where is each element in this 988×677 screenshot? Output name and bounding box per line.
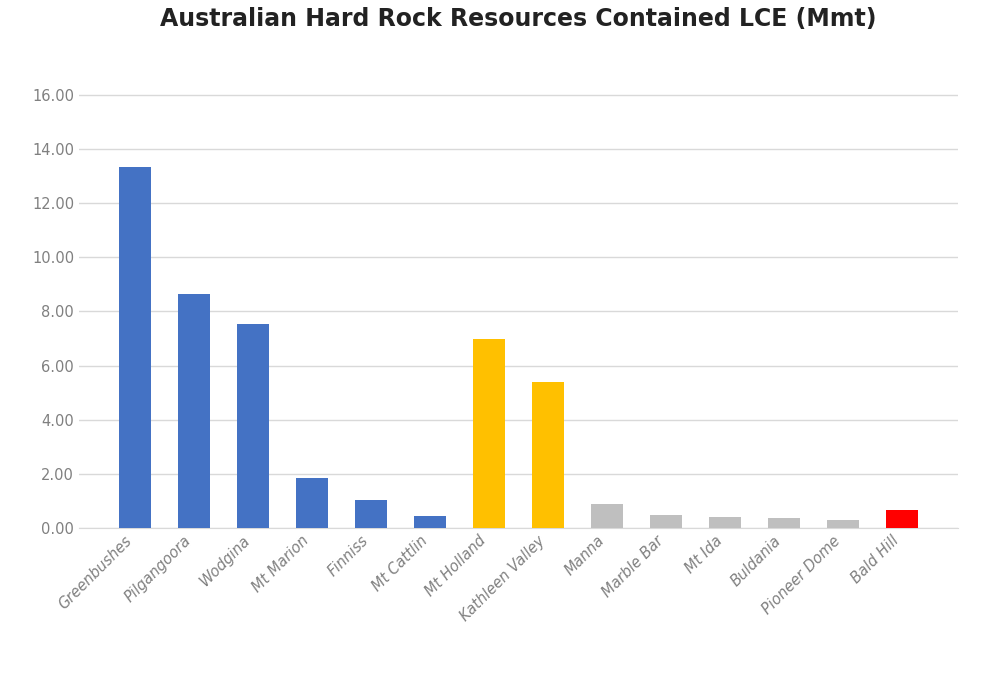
Title: Australian Hard Rock Resources Contained LCE (Mmt): Australian Hard Rock Resources Contained…	[160, 7, 877, 31]
Bar	[591, 504, 623, 528]
Bar	[473, 338, 506, 528]
Bar	[355, 500, 387, 528]
Bar	[768, 518, 800, 528]
Bar	[414, 517, 447, 528]
Bar	[827, 520, 860, 528]
Bar	[886, 510, 919, 528]
Bar	[237, 324, 270, 528]
Bar	[178, 294, 210, 528]
Bar	[296, 478, 328, 528]
Bar	[119, 167, 151, 528]
Bar	[532, 382, 564, 528]
Bar	[709, 517, 741, 528]
Bar	[650, 515, 683, 528]
